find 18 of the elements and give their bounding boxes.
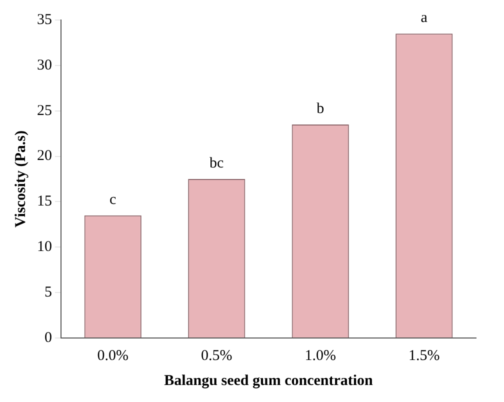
y-tick-label: 30 xyxy=(37,57,52,74)
x-tick-label: 0.0% xyxy=(97,348,128,364)
y-tick-label: 10 xyxy=(37,239,52,256)
annotation: c xyxy=(110,192,117,208)
annotation: b xyxy=(316,100,324,117)
y-tick-label: 15 xyxy=(37,194,52,210)
y-tick-label: 25 xyxy=(37,102,52,119)
annotation: a xyxy=(420,10,428,26)
x-tick-label: 1.0% xyxy=(304,348,336,364)
y-tick-label: 5 xyxy=(44,284,52,301)
y-tick-label: 0 xyxy=(44,330,52,346)
y-tick-label: 35 xyxy=(37,12,52,28)
x-tick-label: 1.5% xyxy=(408,348,440,364)
y-tick-label: 20 xyxy=(37,148,52,164)
y-axis-title: Viscosity (Pa.s) xyxy=(12,130,29,228)
x-tick-label: 0.5% xyxy=(201,348,232,364)
x-axis-title: Balangu seed gum concentration xyxy=(164,372,374,389)
annotation: bc xyxy=(210,155,224,172)
